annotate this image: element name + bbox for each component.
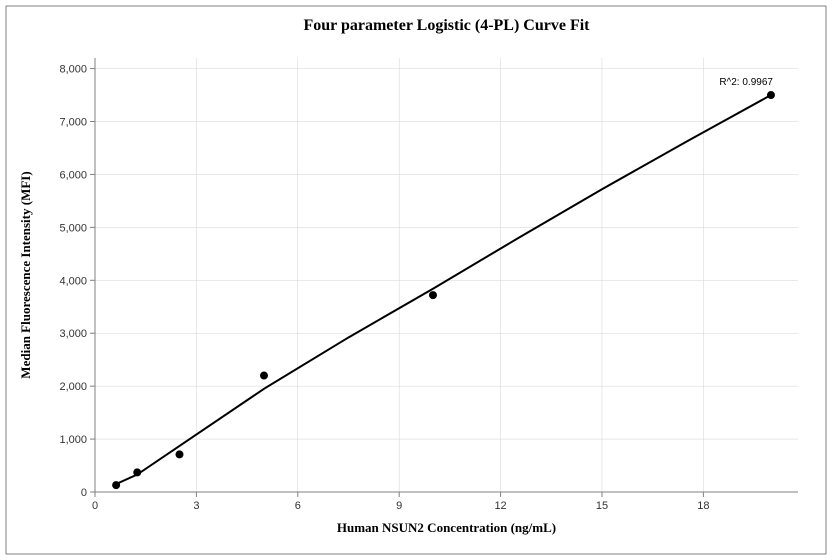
y-tick-label: 0 xyxy=(81,487,87,499)
y-tick-label: 2,000 xyxy=(59,381,87,393)
x-tick-label: 12 xyxy=(494,500,506,512)
y-tick-label: 5,000 xyxy=(59,222,87,234)
x-tick-label: 6 xyxy=(295,500,301,512)
x-axis-label: Human NSUN2 Concentration (ng/mL) xyxy=(337,520,556,535)
y-tick-label: 8,000 xyxy=(59,64,87,76)
outer-border xyxy=(6,6,826,554)
chart-svg: Four parameter Logistic (4-PL) Curve Fit… xyxy=(0,0,832,560)
chart-title: Four parameter Logistic (4-PL) Curve Fit xyxy=(303,17,590,34)
x-tick-label: 15 xyxy=(596,500,608,512)
x-tick-label: 18 xyxy=(697,500,709,512)
data-point xyxy=(260,372,268,380)
data-point xyxy=(112,481,120,489)
data-point xyxy=(133,468,141,476)
y-tick-label: 3,000 xyxy=(59,328,87,340)
data-point xyxy=(429,291,437,299)
x-tick-label: 0 xyxy=(92,500,98,512)
chart-container: Four parameter Logistic (4-PL) Curve Fit… xyxy=(0,0,832,560)
y-tick-label: 4,000 xyxy=(59,275,87,287)
data-point xyxy=(175,450,183,458)
y-tick-label: 6,000 xyxy=(59,169,87,181)
y-axis-label: Median Fluorescence Intensity (MFI) xyxy=(18,171,33,378)
y-tick-label: 7,000 xyxy=(59,117,87,129)
x-tick-label: 9 xyxy=(396,500,402,512)
r-squared-annotation: R^2: 0.9967 xyxy=(719,77,773,88)
y-tick-label: 1,000 xyxy=(59,434,87,446)
x-tick-label: 3 xyxy=(193,500,199,512)
data-point xyxy=(767,91,775,99)
fit-curve xyxy=(116,95,771,484)
